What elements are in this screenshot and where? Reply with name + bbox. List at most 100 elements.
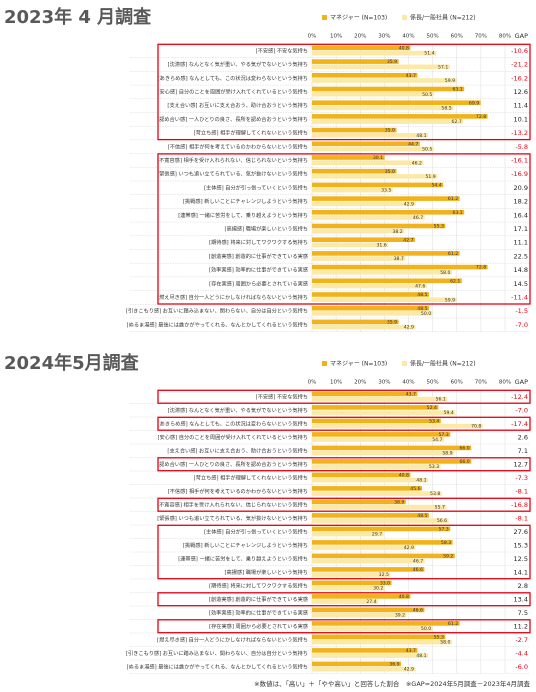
value-label: 61.2 (448, 621, 458, 627)
x-tick-label: 50% (427, 34, 439, 40)
category-label: [不信感] 相手が何を考えているのかわからないという気持ち (168, 142, 308, 150)
gap-value: 27.6 (514, 528, 528, 536)
category-label: [高揚感] 職場が楽しいという気持ち (224, 224, 308, 232)
value-label: 35.9 (387, 320, 397, 326)
gap-value: 11.4 (514, 102, 528, 110)
highlight-box (157, 43, 531, 141)
value-label: 38.7 (394, 256, 404, 262)
value-label: 72.8 (476, 114, 486, 120)
bar (312, 119, 464, 124)
category-label: [不安感] 不安な気持ち (256, 392, 308, 400)
bar (312, 594, 411, 599)
value-label: 56.1 (436, 397, 446, 403)
bar (312, 558, 425, 564)
value-label: 43.7 (406, 392, 416, 398)
value-label: 38.9 (394, 500, 404, 506)
bar (312, 182, 444, 188)
value-label: 50.0 (421, 311, 431, 317)
legend-label: マネジャー (N=103) (330, 15, 387, 22)
x-tick-label: 80% (499, 34, 511, 40)
category-label: [苛立ち感] 相手が理解してくれないという気持ち (194, 473, 308, 481)
bar (312, 215, 425, 220)
highlight-box (157, 416, 531, 431)
bar (312, 105, 454, 111)
highlight-box (157, 619, 531, 634)
bar (312, 612, 407, 618)
bar (312, 405, 439, 410)
value-label: 43.7 (406, 648, 416, 654)
bar (312, 146, 434, 152)
gap-value: -6.0 (515, 663, 528, 671)
value-label: 48.1 (416, 478, 426, 484)
category-label: [燃え尽き感] 自分一人どうにかしなければならないという気持ち (157, 635, 308, 643)
category-label: [沈滞感] なんとなく気が重い、やる気がでないという気持ち (168, 60, 308, 68)
category-label: [効率実感] 効率的に仕事ができている実感 (209, 266, 308, 274)
gap-value: -8.1 (515, 514, 528, 522)
bar (312, 396, 448, 402)
bar (312, 459, 472, 464)
legend-label: 係長/一般社員 (N=212) (410, 14, 476, 22)
bar (312, 599, 379, 604)
category-label: [燃え尽き感] 自分一人どうにかしなければならないという気持ち (157, 293, 308, 301)
category-label: [安心感] 自分のことを周囲が受け入れてくれているという気持ち (158, 87, 308, 95)
category-label: [連帯感] 一緒に苦労をして、乗り越えようという気持ち (178, 211, 308, 219)
x-tick-label: 40% (402, 34, 414, 40)
gap-value: -13.2 (511, 129, 528, 137)
value-label: 31.6 (377, 243, 387, 249)
category-label: [引きこもり感] お互いに踏み込まない、関わらない、自分は自分という気持ち (126, 649, 308, 657)
bar (312, 477, 429, 483)
bar (312, 464, 441, 469)
bar (312, 278, 462, 284)
bar (312, 283, 427, 289)
gap-value: 10.1 (514, 115, 528, 123)
value-label: 35.0 (385, 128, 395, 134)
bar (312, 486, 423, 491)
chart-title: 2024年5月調査 (4, 352, 139, 374)
gap-value: 16.4 (514, 211, 528, 219)
value-label: 58.3 (441, 540, 451, 546)
bar (312, 423, 483, 429)
gap-value: -2.7 (515, 636, 528, 644)
bar (312, 410, 456, 415)
bar (312, 201, 416, 207)
value-label: 38.2 (392, 229, 402, 235)
value-label: 40.8 (399, 46, 409, 52)
value-label: 48.5 (417, 306, 427, 312)
x-tick-label: 10% (330, 34, 342, 40)
value-label: 59.4 (444, 410, 454, 416)
value-label: 54.4 (432, 183, 442, 189)
bar (312, 228, 405, 234)
category-label: [認め合い感] 一人ひとりの良さ、長所を認め合おうという気持ち (157, 460, 308, 468)
legend-swatch (402, 361, 407, 366)
gap-value: -16.8 (511, 501, 528, 509)
value-label: 61.2 (448, 251, 458, 257)
value-label: 48.1 (416, 133, 426, 139)
category-label: [挑戦感] 新しいことにチャレンジしようという気持ち (183, 197, 308, 205)
bar (312, 292, 430, 297)
bar (312, 141, 420, 147)
gap-value: -16.2 (511, 74, 528, 82)
bar (312, 297, 457, 302)
category-label: [苛立ち感] 相手が理解してくれないという気持ち (194, 129, 308, 137)
gap-value: -11.4 (511, 293, 528, 301)
x-tick-label: 10% (330, 380, 342, 386)
x-tick-label: 0% (308, 34, 317, 40)
category-label: [創造実感] 創造的に仕事ができている実感 (209, 595, 308, 603)
bar (312, 242, 389, 248)
value-label: 52.4 (427, 405, 437, 411)
bar (312, 607, 425, 613)
footnote: ※数値は、「高い」＋「やや高い」と回答した割合 ※GAP=2024年5月調査－2… (254, 679, 530, 688)
x-tick-label: 0% (308, 380, 317, 386)
value-label: 46.7 (413, 559, 423, 565)
bar (312, 621, 460, 626)
value-label: 66.0 (459, 459, 469, 465)
category-label: [創造実感] 創造的に仕事ができている実感 (209, 252, 308, 260)
value-label: 59.9 (445, 297, 455, 303)
bar (312, 251, 460, 256)
value-label: 53.8 (430, 491, 440, 497)
bar (312, 64, 450, 70)
bar (312, 391, 418, 397)
value-label: 53.4 (429, 419, 439, 425)
value-label: 29.7 (372, 532, 382, 538)
bar (312, 91, 434, 97)
